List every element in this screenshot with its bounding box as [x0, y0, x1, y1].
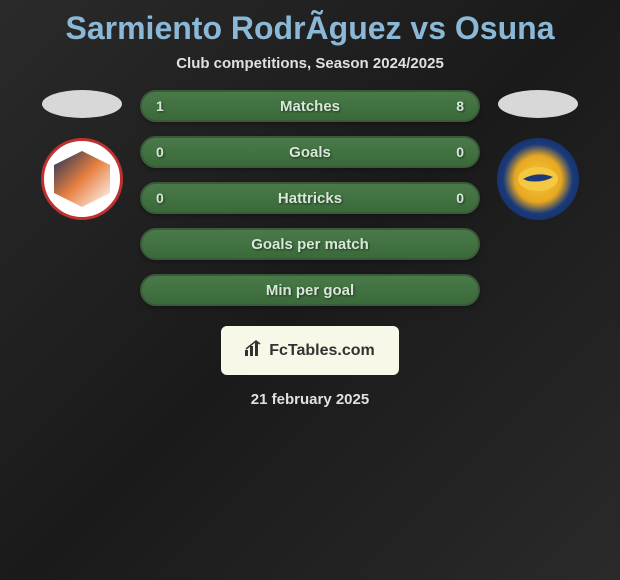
stat-left-value: 1: [156, 98, 164, 114]
stat-label: Goals per match: [251, 236, 369, 253]
stats-column: 1 Matches 8 0 Goals 0 0 Hattricks 0 Goal…: [140, 90, 480, 306]
stat-right-value: 0: [456, 144, 464, 160]
chart-icon: [245, 340, 263, 361]
stat-bar-hattricks: 0 Hattricks 0: [140, 182, 480, 214]
dorados-badge-icon: [513, 159, 563, 199]
fctables-badge[interactable]: FcTables.com: [221, 326, 399, 375]
player2-photo-placeholder: [498, 90, 578, 118]
stat-bar-min-per-goal: Min per goal: [140, 274, 480, 306]
player1-club-badge: [41, 138, 123, 220]
player1-column: [32, 90, 132, 220]
stat-bar-goals: 0 Goals 0: [140, 136, 480, 168]
stat-bar-goals-per-match: Goals per match: [140, 228, 480, 260]
stat-label: Min per goal: [266, 282, 354, 299]
player2-column: [488, 90, 588, 220]
comparison-container: Sarmiento RodrÃ­guez vs Osuna Club compe…: [0, 0, 620, 418]
stat-right-value: 0: [456, 190, 464, 206]
date-text: 21 february 2025: [251, 391, 369, 408]
main-row: 1 Matches 8 0 Goals 0 0 Hattricks 0 Goal…: [0, 90, 620, 306]
stat-label: Matches: [280, 98, 340, 115]
fctables-text: FcTables.com: [269, 342, 375, 360]
player2-club-badge: [497, 138, 579, 220]
player1-photo-placeholder: [42, 90, 122, 118]
stat-left-value: 0: [156, 190, 164, 206]
stat-left-value: 0: [156, 144, 164, 160]
correcaminos-badge-icon: [54, 151, 110, 207]
stat-bar-matches: 1 Matches 8: [140, 90, 480, 122]
stat-label: Goals: [289, 144, 331, 161]
stat-right-value: 8: [456, 98, 464, 114]
page-title: Sarmiento RodrÃ­guez vs Osuna: [66, 10, 555, 47]
subtitle: Club competitions, Season 2024/2025: [176, 55, 444, 72]
stat-label: Hattricks: [278, 190, 342, 207]
